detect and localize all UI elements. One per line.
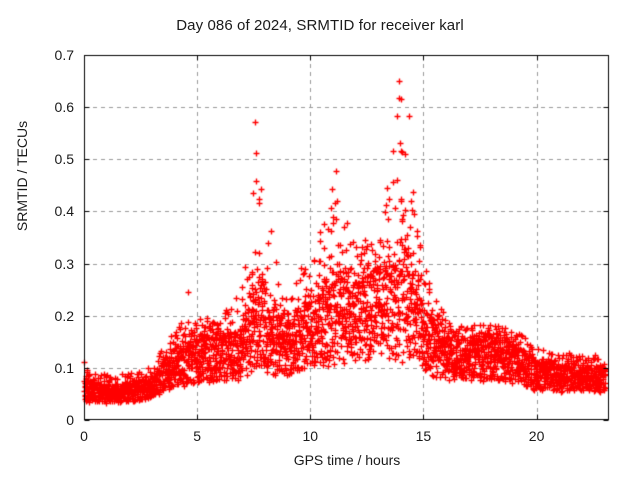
x-tick-label: 5	[193, 428, 202, 444]
x-tick-label: 0	[80, 428, 88, 444]
x-tick-label: 15	[415, 428, 432, 444]
y-tick-label: 0.5	[54, 151, 74, 168]
x-axis-label: GPS time / hours	[293, 452, 401, 468]
y-tick-label: 0.2	[54, 307, 74, 324]
x-tick-label: 20	[528, 428, 545, 444]
y-tick-label: 0.1	[54, 359, 74, 376]
y-axis-label: SRMTID / TECUs	[14, 120, 30, 232]
y-tick-label: 0.4	[54, 203, 74, 220]
y-tick-label: 0	[66, 412, 74, 428]
y-tick-label: 0.6	[54, 99, 74, 116]
y-tick-label: 0.3	[54, 255, 74, 272]
y-tick-label: 0.7	[54, 47, 74, 63]
x-tick-label: 10	[302, 428, 319, 444]
